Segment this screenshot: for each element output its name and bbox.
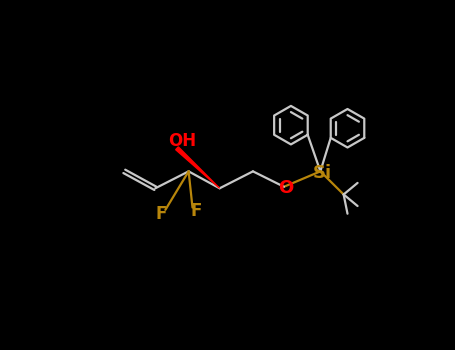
Text: O: O: [278, 179, 293, 197]
Text: OH: OH: [168, 132, 197, 149]
Polygon shape: [176, 147, 220, 188]
Text: F: F: [191, 202, 202, 220]
Text: F: F: [156, 205, 167, 223]
Text: Si: Si: [313, 164, 332, 182]
